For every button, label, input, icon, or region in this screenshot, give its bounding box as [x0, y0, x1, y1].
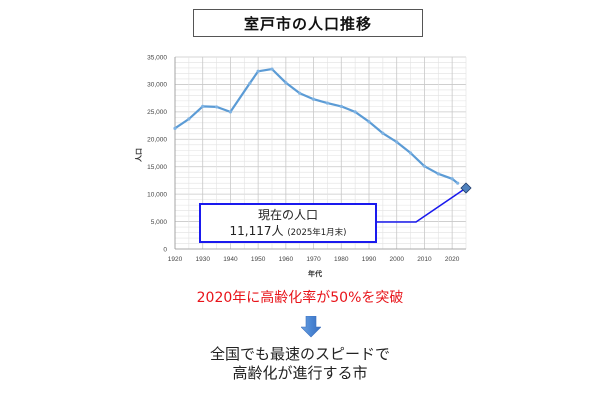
data-point	[395, 140, 399, 144]
y-tick-label: 35,000	[147, 54, 167, 61]
aging-highlight-text: 2020年に高齢化率が50%を突破	[196, 290, 404, 306]
callout-note: (2025年1月末)	[287, 228, 347, 238]
y-tick-label: 15,000	[147, 164, 167, 171]
y-tick-label: 30,000	[147, 82, 167, 89]
x-tick-label: 1940	[223, 256, 238, 263]
y-tick-label: 10,000	[147, 191, 167, 198]
callout-connector	[377, 187, 467, 223]
data-point	[367, 120, 371, 124]
y-tick-label: 0	[163, 246, 167, 253]
data-point	[456, 181, 460, 185]
x-tick-label: 1950	[251, 256, 266, 263]
x-tick-label: 2020	[445, 256, 460, 263]
data-point	[256, 69, 260, 73]
data-point	[173, 126, 177, 130]
x-tick-label: 1990	[362, 256, 377, 263]
data-point	[298, 91, 302, 95]
population-line	[174, 67, 459, 185]
data-point	[284, 81, 288, 85]
callout-value: 11,117人	[229, 224, 284, 238]
x-tick-label: 1960	[279, 256, 294, 263]
down-arrow-icon	[301, 316, 321, 338]
data-point	[450, 177, 454, 181]
x-tick-label: 1980	[334, 256, 349, 263]
data-point	[187, 117, 191, 121]
x-axis-label: 年代	[308, 269, 322, 278]
y-axis-label: 人口	[134, 148, 143, 162]
current-population-callout: 現在の人口 11,117人 (2025年1月末)	[199, 203, 377, 243]
data-point	[381, 131, 385, 135]
y-tick-label: 20,000	[147, 137, 167, 144]
conclusion-line-1: 全国でも最速のスピードで	[209, 345, 390, 363]
data-point	[311, 97, 316, 101]
data-point	[214, 105, 219, 109]
data-point	[248, 81, 252, 85]
x-tick-label: 2000	[389, 256, 404, 263]
data-point	[201, 104, 205, 108]
data-point	[228, 110, 233, 114]
data-point	[339, 104, 343, 108]
x-tick-label: 1930	[195, 256, 210, 263]
data-point	[408, 151, 413, 155]
y-tick-label: 25,000	[147, 109, 167, 116]
y-tick-label: 5,000	[151, 219, 168, 226]
page-title: 室戸市の人口推移	[193, 9, 423, 37]
data-point	[270, 67, 274, 71]
data-point	[422, 164, 427, 168]
data-point	[436, 172, 440, 176]
x-tick-label: 1920	[168, 256, 183, 263]
data-point	[353, 110, 357, 114]
current-population-marker	[460, 182, 472, 194]
callout-label: 現在の人口	[257, 208, 318, 222]
data-point	[325, 101, 330, 105]
conclusion-line-2: 高齢化が進行する市	[232, 364, 368, 382]
x-tick-label: 2010	[417, 256, 432, 263]
x-tick-label: 1970	[306, 256, 321, 263]
conclusion-text: 全国でも最速のスピードで 高齢化が進行する市	[0, 345, 600, 383]
